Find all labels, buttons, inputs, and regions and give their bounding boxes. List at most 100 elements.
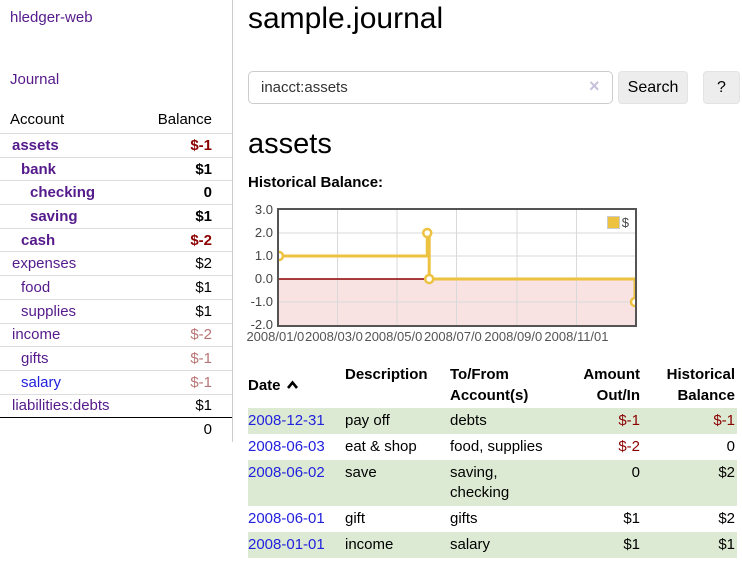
account-link[interactable]: saving (30, 207, 78, 225)
account-link[interactable]: expenses (12, 255, 77, 273)
transaction-balance: $-1 (713, 412, 735, 429)
x-axis-tick-label: 2008/01/01 (245, 329, 313, 344)
account-balance: $2 (195, 255, 212, 273)
accounts-table-header: Account Balance (0, 106, 232, 133)
date-header-label: Date (248, 376, 281, 394)
account-link[interactable]: cash (21, 231, 56, 249)
account-column-header: Account (10, 111, 65, 128)
transaction-row: 2008-06-01 gift gifts $1 $2 (248, 506, 737, 532)
main-content: sample.journal × Search ? assets Histori… (245, 0, 742, 582)
balance-column-header-main: Historical Balance (666, 366, 735, 404)
sidebar-item-journal[interactable]: Journal (10, 71, 60, 88)
x-axis-tick-label: 2008/05/01 (363, 329, 432, 344)
x-axis-tick-label: 2008/07/01 (422, 329, 491, 344)
amount-column-header: Amount Out/In (583, 366, 640, 404)
account-balance: $1 (195, 278, 212, 296)
transaction-balance: $1 (718, 536, 735, 553)
x-axis-tick-label: 2008/03/01 (303, 329, 372, 344)
account-link[interactable]: supplies (21, 302, 77, 320)
account-row: gifts $-1 (0, 346, 232, 370)
transaction-description: eat & shop (345, 438, 417, 455)
accounts-total-row: 0 (0, 417, 232, 441)
transaction-date-link[interactable]: 2008-06-01 (248, 510, 325, 527)
account-row: checking 0 (0, 180, 232, 204)
account-link[interactable]: gifts (21, 350, 49, 368)
legend-swatch-icon (606, 216, 620, 229)
transaction-accounts: salary (450, 536, 491, 553)
sidebar: hledger-web Journal Account Balance asse… (0, 0, 233, 442)
transaction-date-link[interactable]: 2008-06-02 (248, 464, 325, 481)
accounts-table: Account Balance assets $-1 bank $1 checking 0… (0, 106, 232, 441)
transaction-description: income (345, 536, 394, 553)
transaction-amount: 0 (631, 464, 640, 481)
search-button[interactable]: Search (618, 71, 688, 104)
account-row: liabilities:debts $1 (0, 393, 232, 418)
account-balance: $1 (195, 160, 212, 178)
transaction-date-cell: 2008-12-31 (248, 408, 345, 434)
register-table: Date Description To/From Account(s) Amou… (248, 362, 737, 558)
balance-column-header: Balance (157, 111, 212, 128)
account-row: food $1 (0, 275, 232, 299)
account-balance: $-2 (190, 326, 212, 344)
account-link[interactable]: income (12, 326, 61, 344)
account-row: supplies $1 (0, 298, 232, 323)
accounts-column-header: To/From Account(s) (450, 366, 529, 404)
account-balance: $1 (195, 397, 212, 415)
transaction-description: save (345, 464, 377, 481)
transaction-row: 2008-12-31 pay off debts $-1 $-1 (248, 408, 737, 434)
account-link[interactable]: assets (12, 136, 59, 154)
transaction-accounts: food, supplies (450, 438, 543, 455)
account-row: expenses $2 (0, 251, 232, 275)
transaction-amount: $-1 (618, 412, 640, 429)
register-table-header: Date Description To/From Account(s) Amou… (248, 362, 737, 408)
chart-canvas (279, 210, 635, 325)
account-balance: $-1 (190, 350, 212, 368)
transaction-date-link[interactable]: 2008-01-01 (248, 536, 325, 553)
transaction-date-link[interactable]: 2008-12-31 (248, 412, 325, 429)
y-axis-tick-label: -1.0 (250, 294, 273, 309)
historical-balance-chart: 3.0 2.0 1.0 0.0 -1.0 -2.0 $ 2008/01/01 2008/03… (245, 202, 640, 348)
transaction-row: 2008-06-03 eat & shop food, supplies $-2 0 (248, 434, 737, 460)
chart-legend: $ (604, 214, 631, 231)
account-page-title: assets (248, 128, 332, 160)
account-row: income $-2 (0, 322, 232, 347)
transaction-date-cell: 2008-06-02 (248, 460, 345, 506)
y-axis-tick-label: 2.0 (254, 225, 273, 240)
account-row: bank $1 (0, 156, 232, 181)
y-axis-tick-label: 1.0 (254, 248, 273, 263)
transaction-balance: 0 (726, 438, 735, 455)
help-button[interactable]: ? (703, 71, 740, 104)
register-table-rows: 2008-12-31 pay off debts $-1 $-1 2008-06-03 ea… (248, 408, 737, 558)
account-link[interactable]: liabilities:debts (12, 397, 110, 415)
transaction-amount: $-2 (618, 438, 640, 455)
accounts-total-value: 0 (203, 421, 212, 439)
account-link[interactable]: checking (30, 184, 96, 202)
account-row: assets $-1 (0, 133, 232, 157)
y-axis-tick-label: -2.0 (250, 317, 273, 332)
transaction-amount: $1 (623, 536, 640, 553)
sort-ascending-icon (286, 380, 298, 389)
legend-label: $ (621, 215, 629, 230)
chart-plot: $ (277, 208, 637, 327)
x-axis-tick-label: 2008/09/01 (482, 329, 551, 344)
transaction-date-cell: 2008-06-01 (248, 506, 345, 532)
account-balance: $-1 (190, 373, 212, 391)
page-title: sample.journal (248, 2, 444, 35)
search-form: × Search ? (248, 71, 742, 104)
y-axis-tick-label: 3.0 (254, 202, 273, 217)
account-link[interactable]: salary (21, 373, 62, 391)
clear-search-icon[interactable]: × (589, 76, 600, 96)
account-balance: 0 (203, 184, 212, 202)
transaction-date-link[interactable]: 2008-06-03 (248, 438, 325, 455)
account-link[interactable]: bank (21, 160, 57, 178)
accounts-table-rows: assets $-1 bank $1 checking 0 saving $1 cash $-2 e… (0, 133, 232, 417)
account-link[interactable]: food (21, 278, 51, 296)
account-row: cash $-2 (0, 227, 232, 252)
search-input[interactable] (248, 71, 613, 104)
chart-title: Historical Balance: (248, 174, 384, 191)
app-brand-link[interactable]: hledger-web (10, 9, 93, 26)
description-column-header: Description (345, 366, 428, 383)
date-column-header[interactable]: Date (248, 362, 345, 408)
account-row: saving $1 (0, 204, 232, 228)
